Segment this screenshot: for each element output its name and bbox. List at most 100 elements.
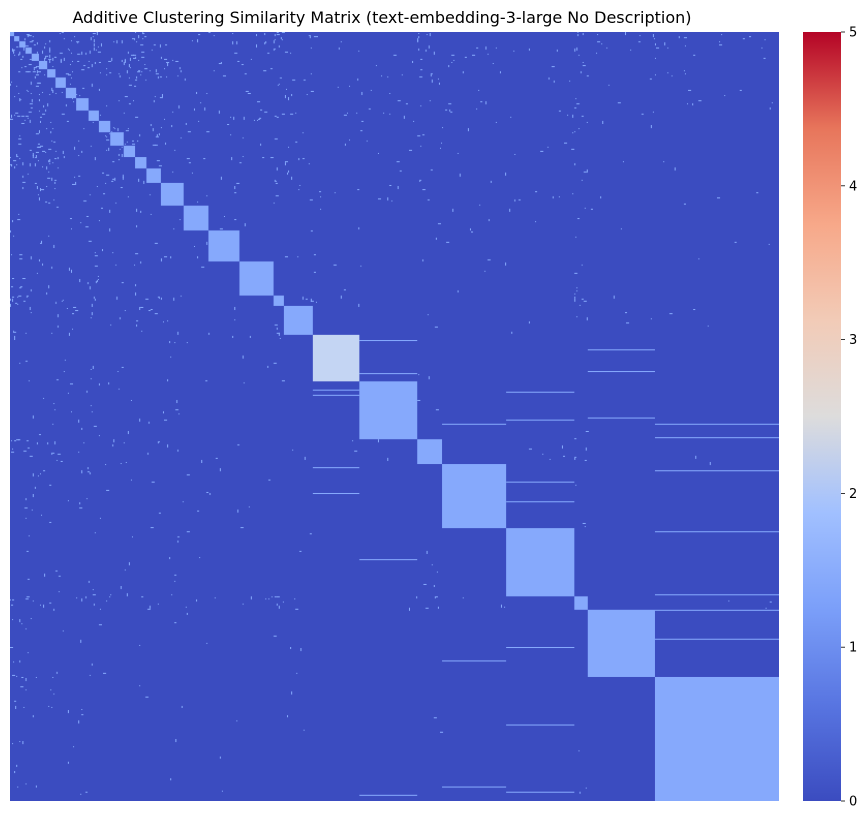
matrix-cell (58, 575, 61, 577)
matrix-cell (21, 676, 24, 679)
matrix-cell (110, 594, 112, 596)
matrix-cell (462, 597, 464, 599)
matrix-cell (434, 596, 436, 599)
matrix-cell (42, 150, 46, 152)
matrix-cell (671, 75, 673, 77)
matrix-cell (309, 199, 313, 201)
matrix-cell (430, 73, 433, 75)
matrix-cell (276, 327, 278, 330)
matrix-cell (173, 228, 175, 230)
matrix-cell (674, 167, 676, 171)
matrix-cell (484, 270, 486, 272)
matrix-cell (586, 169, 588, 173)
matrix-cell (62, 150, 64, 154)
matrix-cell (309, 533, 312, 535)
matrix-cell (294, 598, 296, 600)
matrix-cell (109, 209, 111, 213)
matrix-cell (131, 38, 136, 40)
matrix-cell (584, 207, 586, 209)
matrix-cell (198, 34, 201, 36)
matrix-cell (17, 786, 19, 788)
matrix-cell (180, 137, 182, 139)
matrix-cell (654, 74, 657, 76)
matrix-cell (391, 200, 393, 202)
matrix-cell (161, 94, 163, 98)
matrix-cell (771, 102, 773, 104)
matrix-cell (48, 171, 50, 173)
matrix-cell (231, 157, 233, 161)
matrix-cell (106, 136, 108, 138)
matrix-cell (15, 705, 17, 710)
matrix-cell (169, 557, 171, 560)
matrix-cell (296, 672, 298, 674)
matrix-cell (282, 601, 284, 603)
matrix-cell (94, 298, 96, 301)
matrix-cell (140, 210, 142, 213)
matrix-cell (134, 264, 136, 266)
matrix-cell (585, 787, 587, 789)
matrix-cell (302, 158, 305, 160)
matrix-cell (53, 403, 55, 405)
matrix-cell (83, 65, 86, 67)
matrix-cell (275, 182, 278, 184)
matrix-cell (271, 596, 273, 598)
matrix-cell (124, 569, 126, 571)
matrix-cell (359, 340, 418, 342)
matrix-cell (571, 148, 575, 150)
matrix-cell (528, 448, 532, 450)
matrix-cell (393, 54, 397, 56)
matrix-cell (174, 622, 177, 624)
matrix-cell (333, 264, 337, 266)
matrix-cell (22, 162, 24, 166)
matrix-cell (85, 226, 89, 228)
matrix-cell (46, 166, 48, 170)
matrix-cell (506, 791, 575, 793)
cluster-block (31, 53, 39, 61)
matrix-cell (100, 207, 104, 209)
matrix-cell (624, 312, 628, 314)
matrix-cell (442, 423, 507, 425)
matrix-cell (435, 596, 438, 598)
matrix-cell (264, 111, 268, 113)
matrix-cell (558, 110, 561, 112)
matrix-cell (234, 192, 237, 194)
matrix-cell (428, 45, 430, 49)
matrix-cell (656, 47, 660, 49)
matrix-cell (429, 100, 431, 102)
matrix-cell (310, 73, 312, 75)
matrix-cell (310, 230, 313, 232)
matrix-cell (86, 390, 88, 393)
matrix-cell (160, 127, 162, 129)
cluster-block (14, 36, 20, 42)
matrix-cell (101, 172, 105, 174)
matrix-cell (243, 382, 245, 384)
matrix-cell (51, 140, 53, 142)
matrix-cell (92, 594, 96, 596)
matrix-cell (582, 522, 586, 524)
matrix-cell (140, 261, 142, 264)
matrix-cell (53, 693, 55, 695)
matrix-cell (416, 596, 418, 599)
matrix-cell (580, 71, 582, 74)
matrix-cell (267, 365, 269, 368)
matrix-cell (25, 783, 27, 785)
matrix-cell (139, 306, 141, 311)
cluster-block (654, 676, 779, 801)
matrix-cell (135, 284, 137, 287)
matrix-cell (180, 295, 182, 297)
matrix-cell (600, 196, 602, 199)
matrix-cell (79, 507, 83, 509)
matrix-cell (449, 109, 451, 112)
matrix-cell (242, 156, 244, 158)
matrix-cell (654, 609, 779, 611)
matrix-cell (587, 371, 655, 373)
matrix-cell (14, 54, 16, 56)
matrix-cell (79, 53, 81, 55)
matrix-cell (19, 158, 21, 160)
matrix-cell (302, 296, 304, 300)
matrix-cell (278, 45, 280, 48)
matrix-cell (46, 292, 48, 295)
matrix-cell (16, 439, 20, 441)
matrix-cell (284, 256, 289, 258)
matrix-cell (81, 51, 83, 55)
